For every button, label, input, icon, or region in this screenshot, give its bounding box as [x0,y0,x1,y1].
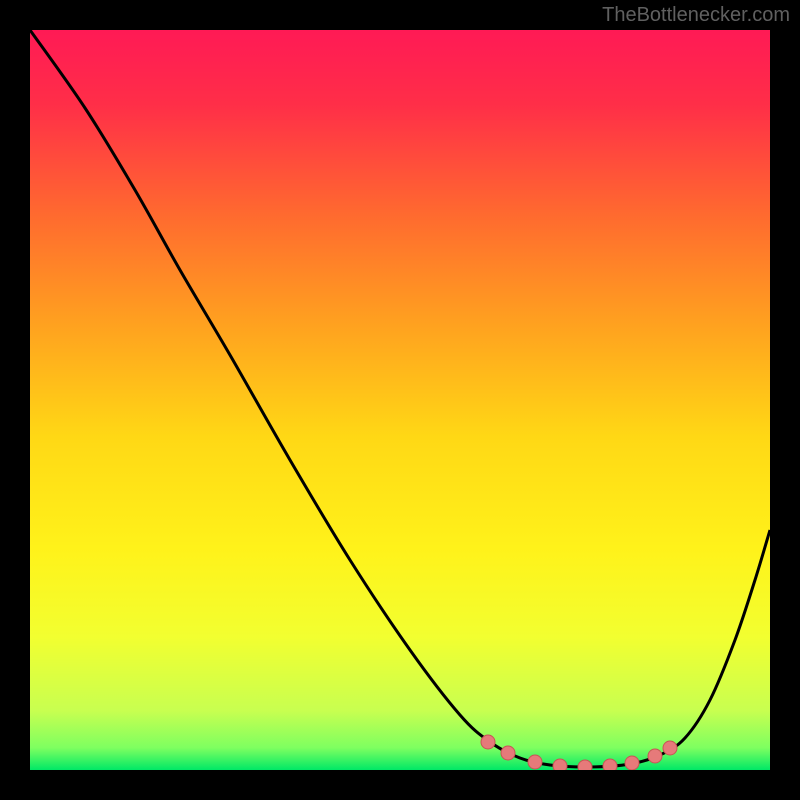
watermark-text: TheBottlenecker.com [602,4,790,27]
marker-dot [481,735,495,749]
marker-dot [578,760,592,770]
marker-dot [603,759,617,770]
marker-dot [528,755,542,769]
marker-dot [501,746,515,760]
chart-area [30,30,770,770]
chart-svg [30,30,770,770]
marker-dot [625,756,639,770]
marker-dot [553,759,567,770]
marker-dot [648,749,662,763]
gradient-background [30,30,770,770]
marker-dot [663,741,677,755]
